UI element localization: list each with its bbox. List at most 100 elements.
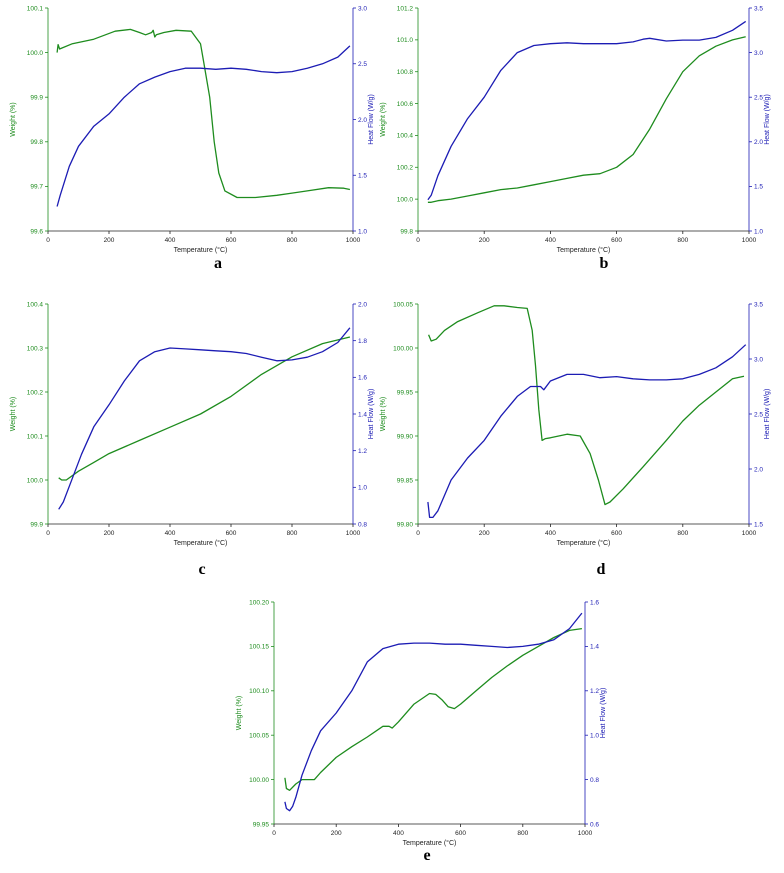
x-tick-label: 200: [104, 237, 115, 244]
y1-tick-label: 99.7: [30, 184, 43, 191]
x-tick-label: 600: [611, 237, 622, 244]
panel-label: e: [423, 847, 430, 864]
y1-tick-label: 100.10: [249, 688, 269, 695]
y1-tick-label: 99.9: [30, 95, 43, 102]
y1-tick-label: 100.1: [27, 433, 44, 440]
y2-tick-label: 1.6: [358, 375, 367, 382]
y1-tick-label: 99.85: [397, 477, 414, 484]
y1-tick-label: 100.8: [397, 69, 414, 76]
y2-tick-label: 1.5: [358, 173, 367, 180]
y2-tick-label: 1.4: [358, 411, 367, 418]
y1-tick-label: 100.1: [27, 5, 44, 12]
x-tick-label: 1000: [578, 830, 593, 837]
heat-flow-series-line: [58, 327, 351, 510]
y2-tick-label: 1.0: [358, 228, 367, 235]
y1-tick-label: 100.0: [27, 50, 44, 57]
y2-tick-label: 1.2: [590, 688, 599, 695]
x-tick-label: 1000: [742, 530, 757, 537]
x-axis-title: Temperature (°C): [557, 539, 611, 547]
y1-tick-label: 99.80: [397, 521, 414, 528]
y2-axis-title: Heat Flow (W/g): [600, 688, 607, 739]
y2-tick-label: 1.6: [590, 599, 599, 606]
x-tick-label: 0: [416, 530, 420, 537]
y1-tick-label: 100.00: [393, 345, 413, 352]
x-axis-title: Temperature (°C): [557, 246, 611, 254]
y1-tick-label: 99.9: [30, 521, 43, 528]
x-tick-label: 600: [226, 530, 237, 537]
heat-flow-series-line: [427, 344, 747, 519]
x-tick-label: 800: [287, 530, 298, 537]
y2-axis-title: Heat Flow (W/g): [764, 94, 771, 145]
y2-tick-label: 2.0: [754, 139, 763, 146]
y2-tick-label: 1.8: [358, 338, 367, 345]
y1-tick-label: 100.6: [397, 101, 414, 108]
x-tick-label: 1000: [346, 237, 361, 244]
y1-tick-label: 101.0: [397, 37, 414, 44]
y1-tick-label: 100.20: [249, 599, 269, 606]
y1-tick-label: 99.95: [397, 389, 414, 396]
weight-series-line: [428, 305, 745, 506]
weight-series-line: [58, 336, 351, 481]
x-axis-title: Temperature (°C): [174, 539, 228, 547]
x-tick-label: 0: [416, 237, 420, 244]
x-tick-label: 400: [165, 237, 176, 244]
y1-tick-label: 100.15: [249, 644, 269, 651]
y1-tick-label: 100.4: [27, 301, 44, 308]
y1-tick-label: 100.2: [397, 165, 414, 172]
y2-tick-label: 2.5: [754, 95, 763, 102]
x-tick-label: 600: [611, 530, 622, 537]
panel-label: d: [597, 561, 606, 578]
y1-tick-label: 100.05: [393, 301, 413, 308]
x-axis-title: Temperature (°C): [174, 246, 228, 254]
x-tick-label: 0: [46, 530, 50, 537]
x-tick-label: 200: [331, 830, 342, 837]
y1-tick-label: 99.6: [30, 228, 43, 235]
x-tick-label: 200: [104, 530, 115, 537]
panel-d: 0 200 400 600 800 1000 99.80 99.85 99.90 99.95 100…: [380, 301, 771, 578]
x-tick-label: 400: [545, 530, 556, 537]
weight-series-line: [427, 36, 746, 203]
y2-tick-label: 2.0: [358, 117, 367, 124]
x-tick-label: 600: [455, 830, 466, 837]
y2-tick-label: 3.0: [754, 50, 763, 57]
panel-b: 0 200 400 600 800 1000 99.8 100.0 100.2 100.4 100.…: [380, 5, 771, 272]
weight-series-line: [56, 28, 351, 199]
x-tick-label: 800: [677, 237, 688, 244]
y1-axis-title: Weight (%): [10, 397, 17, 432]
y1-axis-title: Weight (%): [10, 102, 17, 137]
y1-tick-label: 99.8: [30, 139, 43, 146]
panel-c: 0 200 400 600 800 1000 99.9 100.0 100.1 100.2 100.…: [10, 301, 375, 578]
y1-axis-title: Weight (%): [380, 102, 387, 137]
heat-flow-series-line: [284, 612, 583, 812]
y1-tick-label: 99.95: [253, 821, 270, 828]
y2-tick-label: 2.5: [754, 411, 763, 418]
y2-tick-label: 3.0: [358, 5, 367, 12]
panel-a: 0 200 400 600 800 1000 99.6 99.7 99.8 99.9 100.0 10…: [10, 5, 375, 272]
y1-tick-label: 100.3: [27, 345, 44, 352]
heat-flow-series-line: [427, 20, 747, 201]
x-tick-label: 1000: [742, 237, 757, 244]
y2-tick-label: 3.0: [754, 356, 763, 363]
y2-tick-label: 1.0: [590, 733, 599, 740]
y1-tick-label: 99.8: [400, 228, 413, 235]
y1-tick-label: 100.4: [397, 133, 414, 140]
y1-tick-label: 100.0: [27, 477, 44, 484]
x-tick-label: 800: [517, 830, 528, 837]
y2-tick-label: 2.5: [358, 61, 367, 68]
x-tick-label: 0: [272, 830, 276, 837]
y1-tick-label: 99.90: [397, 433, 414, 440]
panel-label: b: [600, 255, 609, 272]
y1-tick-label: 100.0: [397, 196, 414, 203]
y2-axis-title: Heat Flow (W/g): [368, 389, 375, 440]
y1-tick-label: 100.05: [249, 733, 269, 740]
heat-flow-series-line: [56, 45, 351, 207]
y2-axis-title: Heat Flow (W/g): [764, 389, 771, 440]
y1-axis-title: Weight (%): [380, 397, 387, 432]
x-tick-label: 400: [545, 237, 556, 244]
weight-series-line: [284, 627, 582, 791]
y2-tick-label: 1.5: [754, 184, 763, 191]
y1-tick-label: 100.00: [249, 777, 269, 784]
x-tick-label: 1000: [346, 530, 361, 537]
y2-tick-label: 0.8: [358, 521, 367, 528]
